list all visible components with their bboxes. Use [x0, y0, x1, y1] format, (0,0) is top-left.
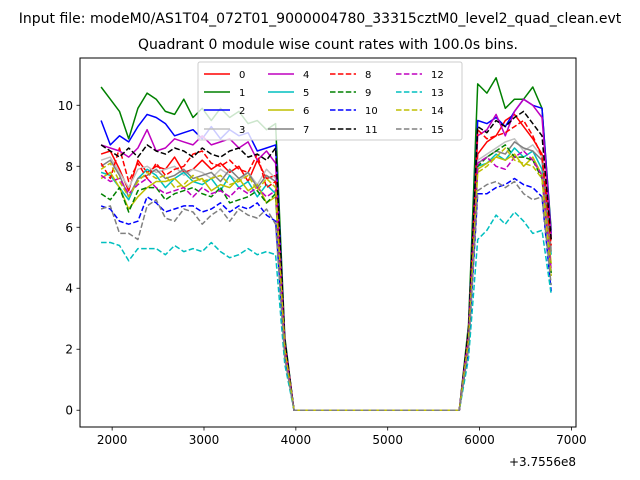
figure-suptitle: Input file: modeM0/AS1T04_072T01_9000004… [19, 11, 622, 27]
legend-label-14: 14 [431, 106, 444, 117]
x-offset-label: +3.7556e8 [509, 455, 576, 469]
legend-label-6: 6 [303, 106, 309, 117]
plot-series [100, 77, 552, 411]
x-tick-label: 7000 [556, 433, 587, 447]
legend-label-8: 8 [365, 70, 371, 81]
legend-label-10: 10 [365, 106, 378, 117]
y-tick-label: 6 [65, 221, 73, 235]
series-line-15 [100, 180, 552, 411]
legend-label-13: 13 [431, 88, 444, 99]
x-tick-label: 4000 [281, 433, 312, 447]
x-tick-label: 3000 [189, 433, 220, 447]
x-tick-label: 2000 [97, 433, 128, 447]
legend-box [197, 61, 463, 141]
series-line-14 [100, 147, 552, 411]
y-tick-label: 8 [65, 160, 73, 174]
legend-label-9: 9 [365, 88, 371, 99]
chart-title: Quadrant 0 module wise count rates with … [138, 37, 518, 53]
y-tick-label: 4 [65, 282, 73, 296]
series-line-13 [101, 211, 552, 411]
legend-label-0: 0 [239, 70, 245, 81]
x-tick-label: 6000 [464, 433, 495, 447]
y-tick-label: 10 [58, 99, 73, 113]
x-tick-label: 5000 [372, 433, 403, 447]
legend-label-2: 2 [239, 106, 245, 117]
legend-label-3: 3 [239, 125, 245, 136]
legend-label-12: 12 [431, 70, 444, 81]
legend-label-5: 5 [303, 88, 309, 99]
legend-label-11: 11 [365, 125, 378, 136]
y-axis: 0 2 4 6 8 10 [58, 99, 80, 418]
legend-label-15: 15 [431, 125, 444, 136]
legend-label-7: 7 [303, 125, 309, 136]
x-axis: 2000 3000 4000 5000 6000 7000 [97, 427, 587, 447]
plot-frame [79, 57, 577, 428]
y-tick-label: 0 [65, 404, 73, 418]
legend-label-1: 1 [239, 88, 245, 99]
legend-label-4: 4 [303, 70, 309, 81]
y-tick-label: 2 [65, 343, 73, 357]
